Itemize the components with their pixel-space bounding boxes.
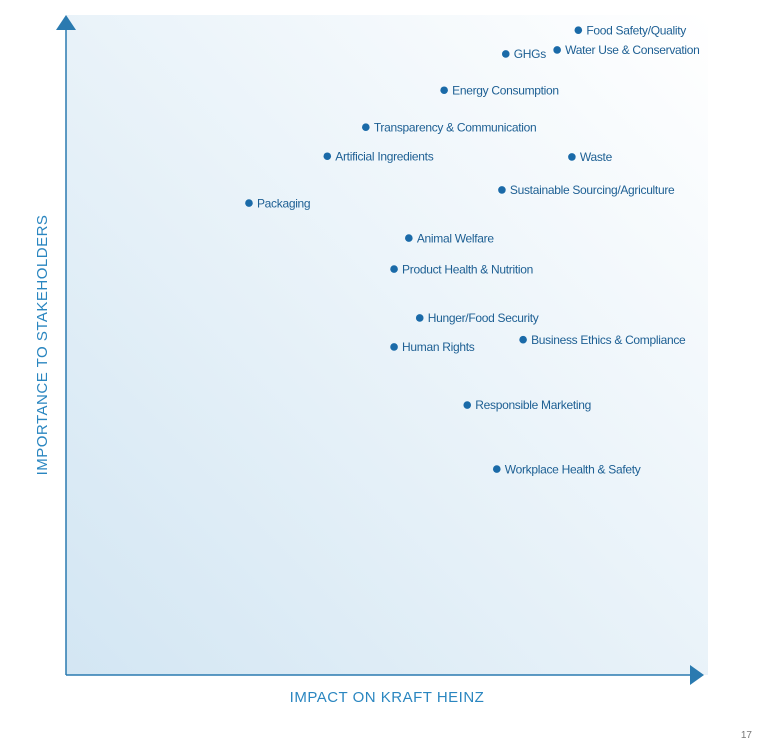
point-label: Sustainable Sourcing/Agriculture [510, 183, 675, 197]
point [405, 234, 413, 242]
point-label: Waste [580, 150, 613, 164]
point [498, 186, 506, 194]
point [390, 343, 398, 351]
y-arrow [56, 15, 76, 30]
point-label: Hunger/Food Security [428, 311, 539, 325]
point [553, 46, 561, 54]
point [519, 335, 527, 344]
y-axis-title: IMPORTANCE TO STAKEHOLDERS [34, 215, 51, 476]
point-label: Workplace Health & Safety [505, 462, 641, 476]
point [492, 465, 501, 473]
x-axis-title: IMPACT ON KRAFT HEINZ [290, 689, 485, 706]
point-label: Energy Consumption [452, 83, 559, 97]
point [574, 26, 583, 34]
x-arrow [690, 665, 704, 685]
point-label: Water Use & Conservation [565, 43, 699, 57]
point-label: GHGs [514, 47, 546, 61]
point [568, 153, 576, 161]
point [501, 50, 510, 58]
point-label: Food Safety/Quality [586, 23, 686, 37]
point-label: Responsible Marketing [475, 398, 591, 412]
point [415, 314, 424, 322]
point-label: Packaging [257, 196, 310, 210]
point [463, 401, 472, 409]
page-number: 17 [741, 730, 753, 741]
point-label: Human Rights [402, 340, 475, 354]
point-label: Artificial Ingredients [335, 149, 433, 163]
point-label: Animal Welfare [417, 231, 495, 245]
point [390, 265, 398, 273]
point-label: Transparency & Communication [374, 120, 537, 134]
point [323, 152, 332, 161]
plot-area [66, 15, 708, 675]
point-label: Product Health & Nutrition [402, 262, 533, 276]
point-label: Business Ethics & Compliance [531, 333, 686, 347]
point [362, 123, 370, 131]
point [440, 86, 448, 95]
point [245, 199, 253, 207]
